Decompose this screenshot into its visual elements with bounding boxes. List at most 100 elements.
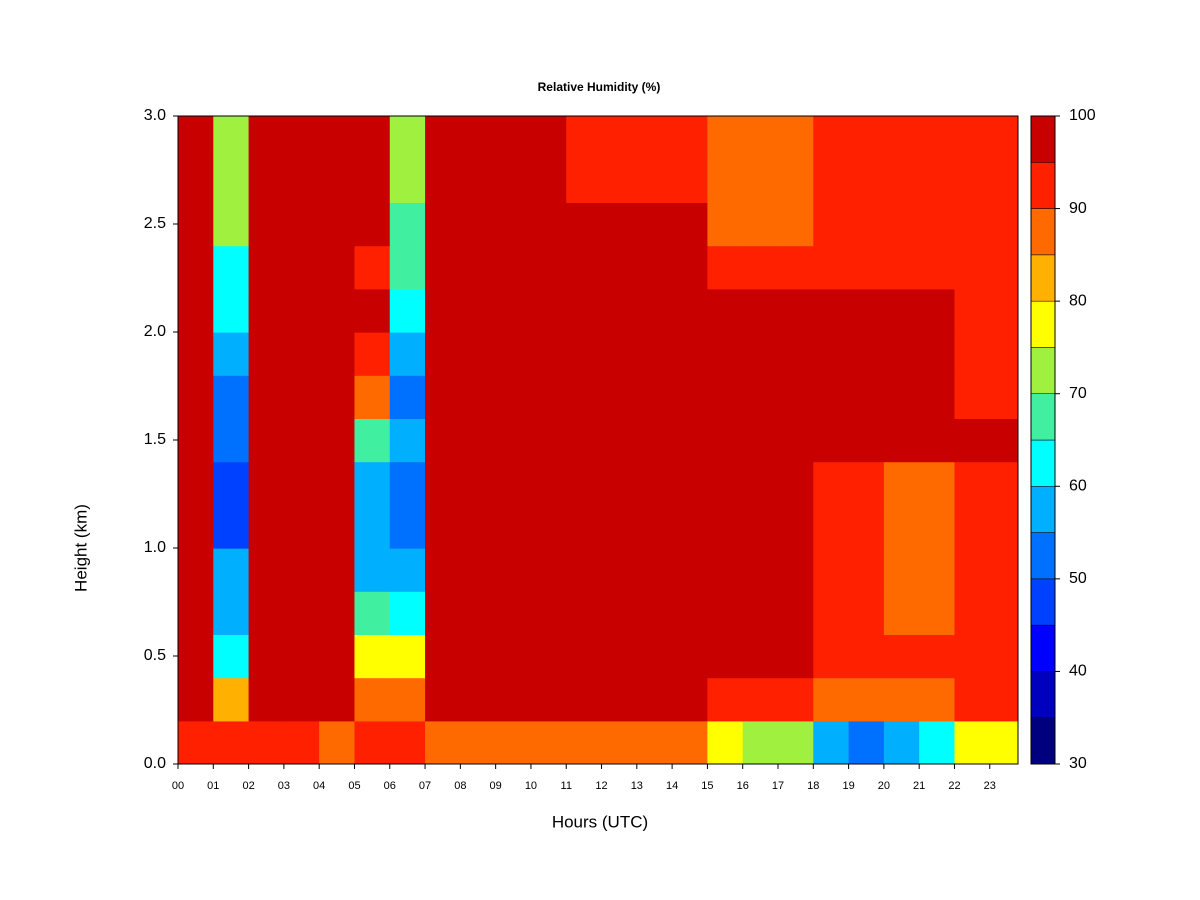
- heat-cell: [566, 418, 603, 463]
- heat-cell: [989, 288, 1018, 333]
- heat-cell: [319, 548, 356, 592]
- colorbar-band: [1030, 439, 1056, 487]
- heat-cell: [954, 418, 991, 463]
- heat-cell: [883, 418, 920, 463]
- heat-cell: [742, 591, 779, 635]
- heat-cell: [954, 461, 991, 506]
- heat-cell: [742, 375, 779, 419]
- heat-cell: [672, 418, 709, 463]
- heat-cell: [213, 591, 250, 635]
- heat-cell: [389, 202, 426, 247]
- heat-cell: [495, 634, 532, 679]
- heat-cell: [248, 677, 285, 722]
- heat-cell: [672, 504, 709, 549]
- x-tick-label: 03: [278, 780, 290, 792]
- x-tick-label: 12: [595, 780, 607, 792]
- heat-cell: [707, 591, 744, 635]
- heat-cell: [283, 332, 320, 376]
- heat-cell: [213, 245, 250, 290]
- heat-cell: [778, 332, 814, 376]
- heat-cell: [601, 634, 638, 679]
- heat-cell: [248, 418, 285, 463]
- heat-cell: [178, 159, 214, 203]
- colorbar-band: [1030, 254, 1056, 302]
- heat-cell: [954, 591, 991, 635]
- heat-cell: [248, 159, 285, 203]
- heat-cell: [354, 720, 391, 764]
- heat-cell: [460, 375, 497, 419]
- heat-cell: [672, 202, 709, 247]
- heat-cell: [707, 288, 744, 333]
- heat-cell: [813, 116, 850, 160]
- colorbar-tick-label: 100: [1069, 107, 1096, 124]
- heat-cell: [566, 375, 603, 419]
- heat-cell: [354, 202, 391, 247]
- heat-cell: [672, 288, 709, 333]
- heat-cell: [954, 159, 991, 203]
- heat-cell: [213, 375, 250, 419]
- heat-cell: [601, 461, 638, 506]
- heat-cell: [566, 548, 603, 592]
- heat-cell: [919, 159, 956, 203]
- heat-cell: [919, 677, 956, 722]
- heat-cell: [495, 159, 532, 203]
- x-tick-label: 14: [666, 780, 678, 792]
- x-tick-label: 01: [207, 780, 219, 792]
- colorbar-band: [1030, 486, 1056, 533]
- heat-cell: [425, 461, 461, 506]
- heat-cell: [319, 288, 356, 333]
- colorbar-band: [1030, 624, 1056, 672]
- heat-cell: [248, 634, 285, 679]
- heat-cell: [178, 332, 214, 376]
- heat-cell: [707, 720, 744, 764]
- heat-cell: [636, 375, 673, 419]
- heat-cell: [883, 677, 920, 722]
- heat-cell: [248, 461, 285, 506]
- y-tick-label: 0.5: [144, 647, 166, 664]
- heat-cell: [707, 677, 744, 722]
- heat-cell: [389, 634, 426, 679]
- heat-cell: [495, 548, 532, 592]
- heat-cell: [813, 202, 850, 247]
- heat-cell: [495, 418, 532, 463]
- heat-cell: [778, 288, 814, 333]
- heat-cell: [530, 504, 567, 549]
- heat-cell: [989, 634, 1018, 679]
- heat-cell: [672, 677, 709, 722]
- heat-cell: [354, 677, 391, 722]
- heat-cell: [883, 159, 920, 203]
- heat-cell: [425, 548, 461, 592]
- heat-cell: [707, 332, 744, 376]
- colorbar-tick-label: 50: [1069, 570, 1087, 587]
- heat-cell: [283, 202, 320, 247]
- heat-cell: [813, 461, 850, 506]
- heat-cell: [989, 677, 1018, 722]
- heat-cell: [460, 720, 497, 764]
- x-tick-label: 15: [701, 780, 713, 792]
- heat-cell: [248, 202, 285, 247]
- heat-cell: [919, 548, 956, 592]
- heat-cell: [954, 245, 991, 290]
- heat-cell: [883, 116, 920, 160]
- heat-cell: [248, 548, 285, 592]
- heat-cell: [319, 418, 356, 463]
- heat-cell: [425, 375, 461, 419]
- heat-cell: [954, 375, 991, 419]
- heat-cell: [813, 245, 850, 290]
- heat-cell: [530, 288, 567, 333]
- heat-cell: [707, 548, 744, 592]
- heat-cell: [601, 159, 638, 203]
- heat-cell: [636, 591, 673, 635]
- heat-cell: [283, 677, 320, 722]
- heat-cell: [742, 548, 779, 592]
- heat-cell: [848, 634, 885, 679]
- heat-cell: [813, 504, 850, 549]
- heat-cell: [495, 288, 532, 333]
- heat-cell: [742, 677, 779, 722]
- heat-cell: [813, 720, 850, 764]
- x-tick-label: 20: [878, 780, 890, 792]
- heat-cell: [213, 634, 250, 679]
- heat-cell: [601, 332, 638, 376]
- heat-cell: [425, 677, 461, 722]
- heat-cell: [530, 677, 567, 722]
